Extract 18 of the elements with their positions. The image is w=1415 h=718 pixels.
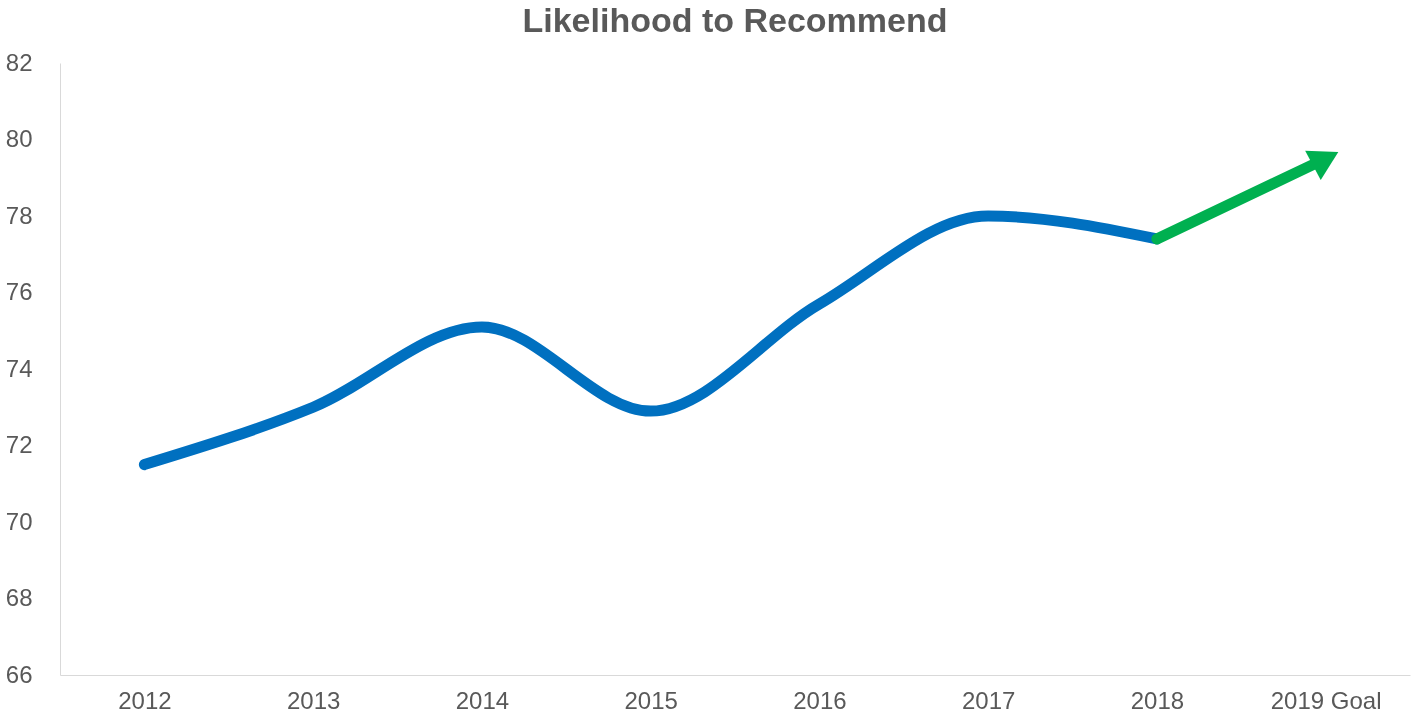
x-tick-label: 2018 <box>1130 686 1185 714</box>
y-tick-label: 78 <box>5 201 33 229</box>
y-tick-label: 80 <box>5 125 33 152</box>
y-tick-label: 82 <box>5 48 33 76</box>
x-tick-label: 2017 <box>961 686 1016 714</box>
y-tick-label: 66 <box>5 660 33 688</box>
x-tick-label: 2015 <box>624 686 678 714</box>
y-tick-label: 76 <box>5 278 33 305</box>
y-tick-label: 68 <box>5 584 33 611</box>
y-tick-label: 74 <box>5 354 33 382</box>
x-tick-label: 2013 <box>286 686 341 714</box>
x-tick-label: 2014 <box>455 686 510 714</box>
x-tick-label: 2019 Goal <box>1270 686 1382 714</box>
x-tick-label: 2012 <box>118 686 172 714</box>
y-tick-label: 70 <box>5 507 33 535</box>
y-tick-label: 72 <box>5 431 33 458</box>
x-tick-label: 2016 <box>793 686 847 714</box>
chart-title: Likelihood to Recommend <box>522 1 948 39</box>
